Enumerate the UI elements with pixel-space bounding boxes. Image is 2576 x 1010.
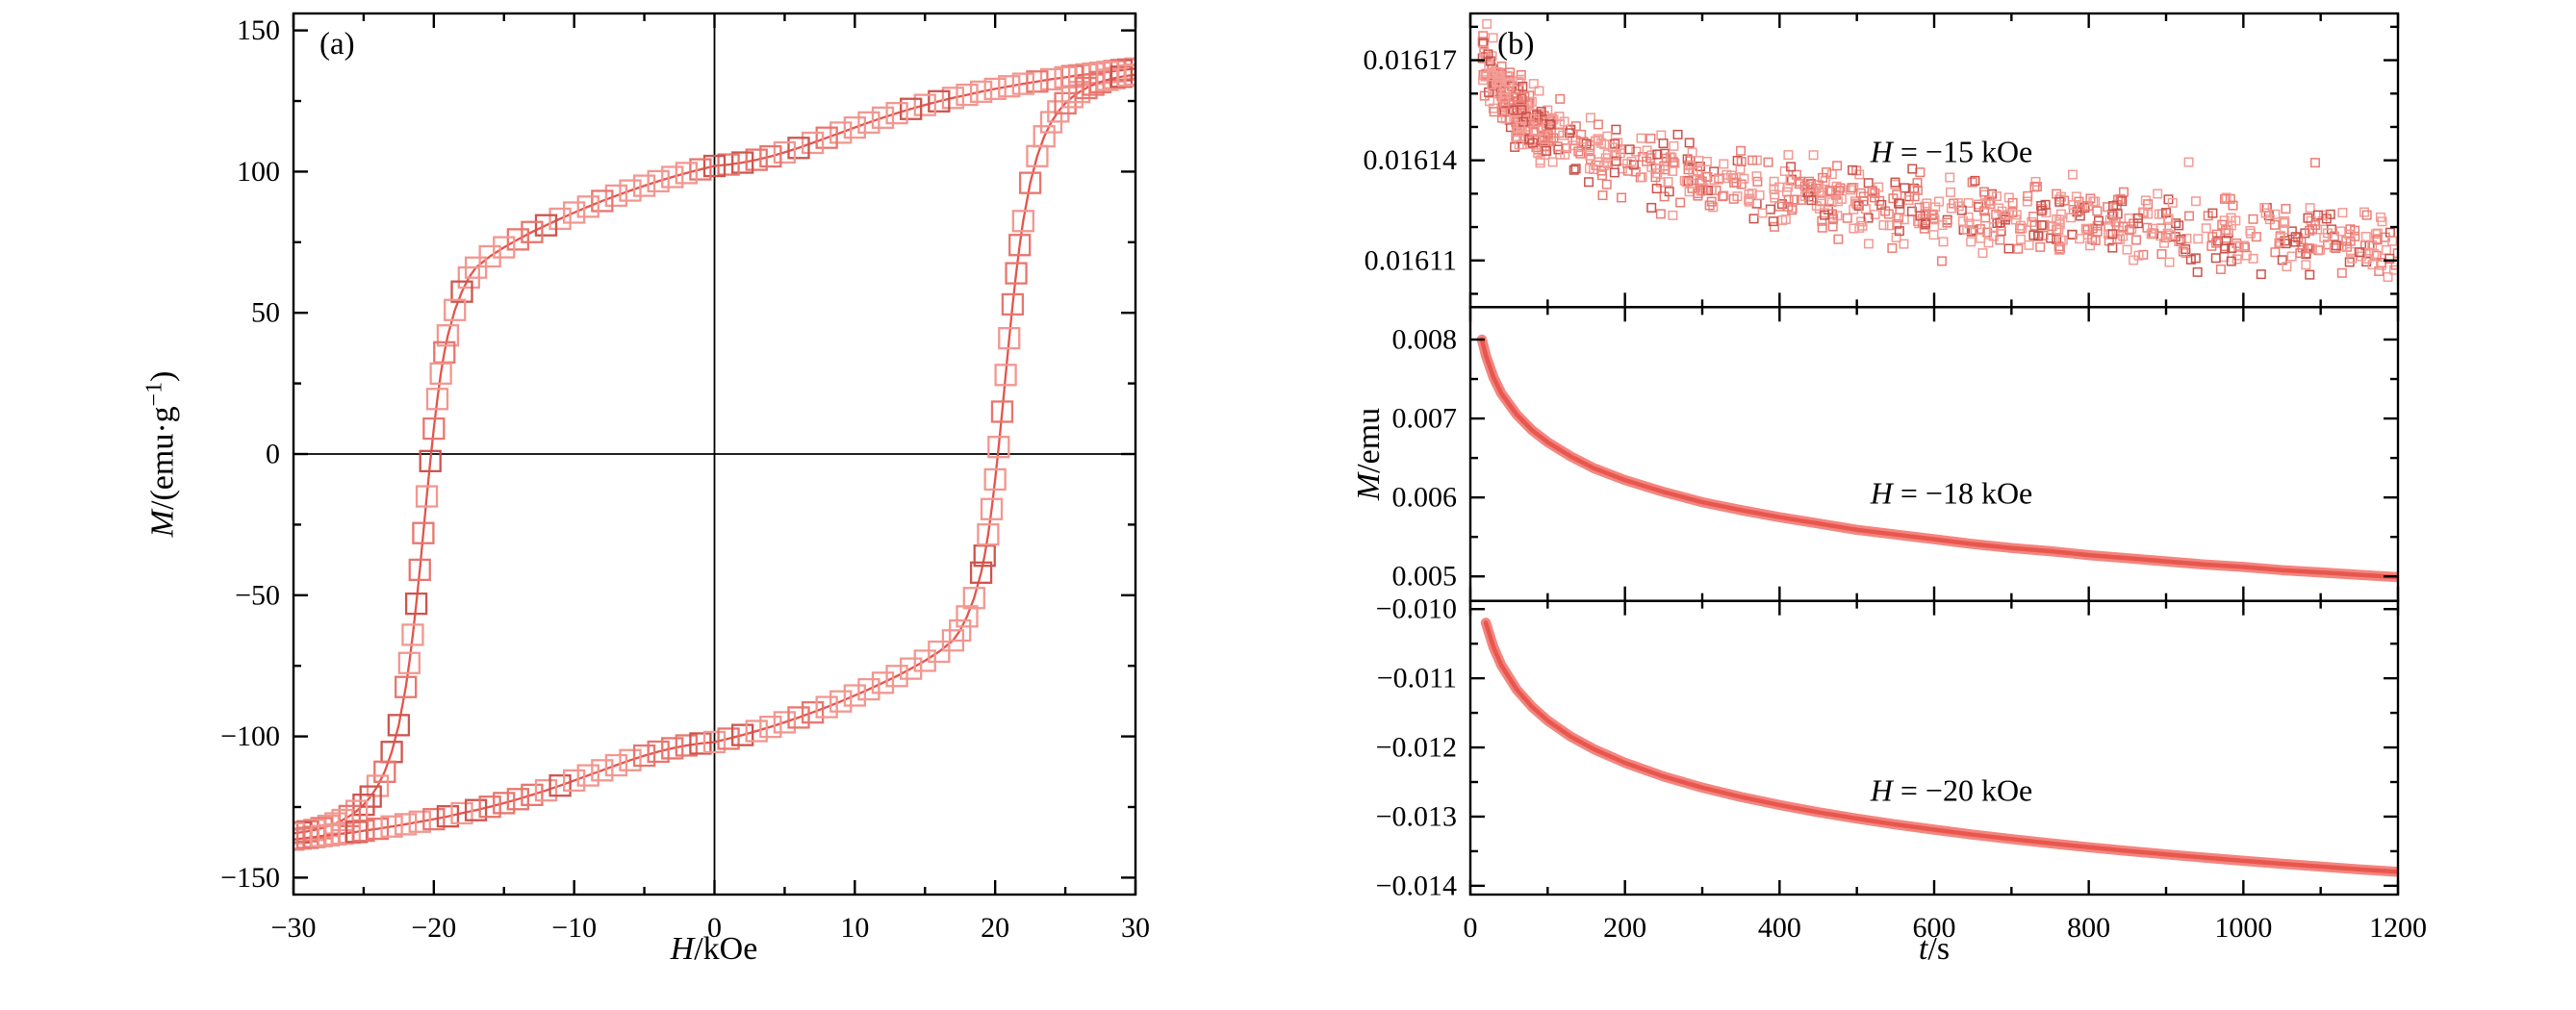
annotation-h-minus-15-koe: H = −15 kOe bbox=[1870, 134, 2033, 169]
panel-b-yaxis-title: M/emu bbox=[1351, 407, 1387, 501]
svg-text:0: 0 bbox=[707, 912, 722, 944]
svg-text:800: 800 bbox=[2067, 912, 2110, 944]
svg-text:0: 0 bbox=[1464, 912, 1478, 944]
svg-text:0.01617: 0.01617 bbox=[1364, 44, 1458, 76]
svg-text:600: 600 bbox=[1913, 912, 1956, 944]
svg-text:1000: 1000 bbox=[2214, 912, 2272, 944]
panel-a-yaxis-title: M/(emu·g−1) bbox=[141, 370, 181, 538]
svg-text:10: 10 bbox=[840, 912, 869, 944]
svg-text:−10: −10 bbox=[551, 912, 597, 944]
svg-text:0: 0 bbox=[266, 439, 280, 470]
svg-text:1200: 1200 bbox=[2369, 912, 2427, 944]
xaxis-variable: H bbox=[670, 931, 695, 967]
svg-text:400: 400 bbox=[1758, 912, 1801, 944]
svg-text:−50: −50 bbox=[235, 579, 280, 611]
svg-text:−30: −30 bbox=[271, 912, 317, 944]
svg-text:20: 20 bbox=[981, 912, 1009, 944]
svg-text:30: 30 bbox=[1121, 912, 1150, 944]
svg-text:−0.011: −0.011 bbox=[1377, 663, 1457, 694]
panel-a-label: (a) bbox=[319, 27, 355, 62]
svg-text:150: 150 bbox=[237, 14, 280, 46]
svg-text:0.007: 0.007 bbox=[1392, 403, 1458, 435]
svg-text:0.008: 0.008 bbox=[1392, 323, 1458, 355]
svg-text:−0.012: −0.012 bbox=[1376, 732, 1457, 764]
svg-text:−100: −100 bbox=[220, 720, 280, 752]
xaxis-variable: t bbox=[1918, 931, 1928, 967]
panel-a-xaxis-title: H/kOe bbox=[670, 931, 758, 967]
panel-b-xaxis-title: t/s bbox=[1918, 931, 1951, 967]
svg-text:0.006: 0.006 bbox=[1392, 482, 1458, 514]
svg-text:−0.013: −0.013 bbox=[1376, 800, 1457, 832]
svg-text:200: 200 bbox=[1603, 912, 1646, 944]
yaxis-variable: M bbox=[144, 509, 181, 538]
annotation-h-minus-18-koe: H = −18 kOe bbox=[1870, 475, 2033, 511]
svg-text:0.005: 0.005 bbox=[1392, 561, 1458, 593]
svg-text:100: 100 bbox=[237, 156, 280, 188]
svg-text:−150: −150 bbox=[220, 862, 280, 894]
svg-text:0.01614: 0.01614 bbox=[1364, 144, 1458, 176]
svg-text:−0.014: −0.014 bbox=[1376, 870, 1457, 901]
svg-text:50: 50 bbox=[251, 297, 280, 329]
yaxis-variable: M bbox=[1351, 472, 1387, 501]
annotation-h-minus-20-koe: H = −20 kOe bbox=[1870, 772, 2033, 808]
svg-text:0.01611: 0.01611 bbox=[1365, 244, 1457, 276]
svg-text:−0.010: −0.010 bbox=[1376, 593, 1457, 625]
panel-b-label: (b) bbox=[1497, 27, 1535, 62]
svg-text:−20: −20 bbox=[411, 912, 456, 944]
